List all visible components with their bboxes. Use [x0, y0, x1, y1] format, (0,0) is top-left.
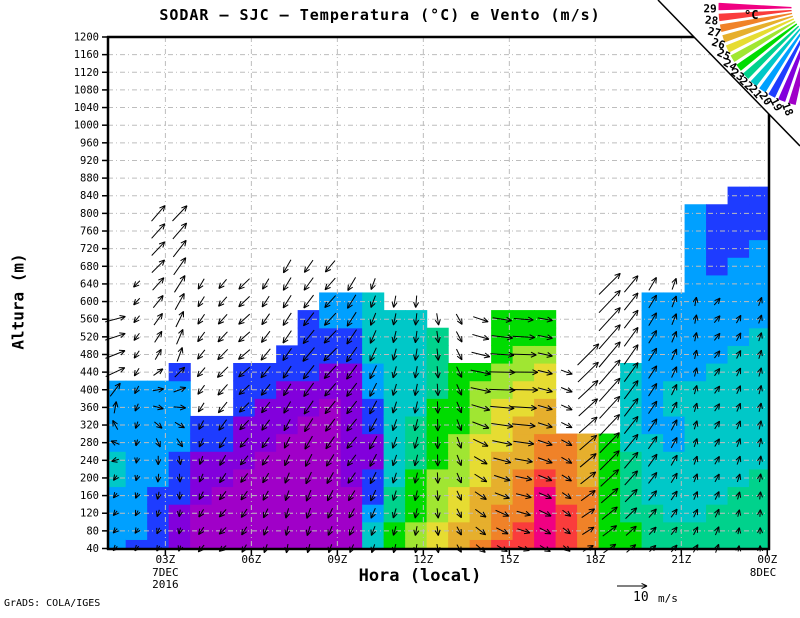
- svg-text:80: 80: [86, 525, 99, 537]
- svg-text:1040: 1040: [74, 102, 99, 114]
- svg-text:480: 480: [80, 349, 99, 361]
- svg-text:23: 23: [728, 66, 746, 84]
- svg-text:440: 440: [80, 367, 99, 379]
- svg-text:24: 24: [721, 56, 739, 74]
- svg-text:26: 26: [710, 36, 727, 53]
- svg-text:1200: 1200: [74, 32, 99, 44]
- svg-text:03Z: 03Z: [155, 553, 175, 566]
- svg-text:280: 280: [80, 437, 99, 449]
- svg-text:06Z: 06Z: [241, 553, 261, 566]
- svg-text:15Z: 15Z: [499, 553, 519, 566]
- svg-text:120: 120: [80, 508, 99, 520]
- x-axis-label: Hora (local): [358, 566, 482, 586]
- svg-text:760: 760: [80, 226, 99, 238]
- svg-text:09Z: 09Z: [327, 553, 347, 566]
- svg-text:40: 40: [86, 543, 99, 555]
- svg-text:8DEC: 8DEC: [750, 566, 777, 579]
- svg-text:1160: 1160: [74, 49, 99, 61]
- y-axis-label: Altura (m): [8, 253, 28, 350]
- svg-text:160: 160: [80, 490, 99, 502]
- svg-text:25: 25: [715, 46, 732, 63]
- ref-arrow-value: 10: [633, 590, 649, 605]
- svg-text:2016: 2016: [152, 578, 179, 591]
- svg-text:720: 720: [80, 243, 99, 255]
- svg-text:840: 840: [80, 190, 99, 202]
- svg-text:920: 920: [80, 155, 99, 167]
- reference-arrow: [617, 583, 648, 589]
- ref-arrow-unit: m/s: [658, 592, 678, 605]
- svg-text:00Z: 00Z: [757, 553, 777, 566]
- svg-text:240: 240: [80, 455, 99, 467]
- svg-text:640: 640: [80, 278, 99, 290]
- svg-text:1120: 1120: [74, 67, 99, 79]
- svg-text:1000: 1000: [74, 120, 99, 132]
- svg-text:18: 18: [779, 101, 796, 118]
- svg-text:18Z: 18Z: [585, 553, 605, 566]
- chart-title: SODAR — SJC — Temperatura (°C) e Vento (…: [159, 6, 601, 24]
- svg-text:800: 800: [80, 208, 99, 220]
- grid-lines: [109, 37, 769, 548]
- svg-text:680: 680: [80, 261, 99, 273]
- svg-text:320: 320: [80, 420, 99, 432]
- svg-text:28: 28: [704, 14, 718, 28]
- svg-text:560: 560: [80, 314, 99, 326]
- svg-text:12Z: 12Z: [413, 553, 433, 566]
- svg-text:7DEC: 7DEC: [152, 566, 179, 579]
- legend-unit-label: °C: [744, 8, 759, 22]
- svg-text:200: 200: [80, 472, 99, 484]
- svg-text:29: 29: [703, 2, 716, 15]
- svg-text:400: 400: [80, 384, 99, 396]
- svg-text:20: 20: [756, 90, 774, 108]
- grads-credit: GrADS: COLA/IGES: [4, 598, 101, 609]
- svg-text:1080: 1080: [74, 84, 99, 96]
- svg-text:27: 27: [707, 25, 723, 40]
- svg-text:880: 880: [80, 173, 99, 185]
- wind-vectors: [104, 205, 764, 554]
- svg-text:600: 600: [80, 296, 99, 308]
- axes: 40 80 120 160 200 240 280 320 360 400 440 480 520 560…: [74, 32, 800, 591]
- svg-text:21Z: 21Z: [671, 553, 691, 566]
- svg-text:520: 520: [80, 331, 99, 343]
- svg-text:19: 19: [767, 96, 785, 114]
- svg-text:360: 360: [80, 402, 99, 414]
- svg-text:960: 960: [80, 137, 99, 149]
